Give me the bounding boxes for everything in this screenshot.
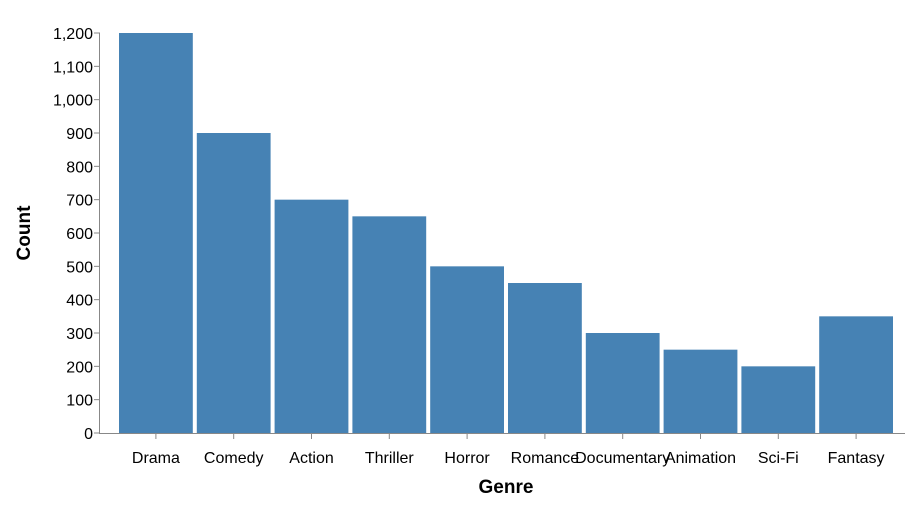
bar-fantasy: [819, 316, 893, 433]
bar-horror: [430, 266, 504, 433]
y-tick-label: 200: [66, 359, 93, 376]
bar-drama: [119, 33, 193, 433]
y-tick-label: 300: [66, 326, 93, 343]
x-tick-label: Sci-Fi: [758, 450, 799, 467]
x-axis: Drama Comedy Action Thriller Horror RomanceDo…: [99, 433, 905, 467]
bar-romance: [508, 283, 582, 433]
bar-comedy: [196, 133, 271, 433]
x-tick-label: Thriller: [365, 450, 415, 467]
bar-animation: [663, 349, 738, 433]
y-tick-label: 100: [66, 393, 93, 410]
y-tick-label: 900: [66, 126, 93, 143]
y-tick-label: 1,100: [53, 59, 93, 76]
x-tick-label: Documentary: [575, 450, 670, 467]
y-tick-label: 0: [84, 426, 93, 443]
bars-group: [119, 33, 893, 433]
y-tick-label: 800: [66, 159, 93, 176]
y-tick-label: 700: [66, 193, 93, 210]
x-tick-label: Drama: [132, 450, 180, 467]
bar-sci-fi: [741, 366, 816, 433]
bar-documentary: [585, 333, 660, 433]
y-tick-label: 500: [66, 259, 93, 276]
x-tick-label: Action: [289, 450, 333, 467]
x-tick-label: Fantasy: [828, 450, 885, 467]
x-tick-label: Horror: [444, 450, 490, 467]
bar-action: [274, 199, 349, 433]
y-axis-title: Count: [14, 205, 35, 261]
y-tick-label: 1,200: [53, 26, 93, 43]
y-tick-label: 400: [66, 293, 93, 310]
x-tick-label: Romance: [511, 450, 580, 467]
bar-thriller: [352, 216, 427, 433]
y-axis: 0 100 200 300 400 500 600 700 800 900 1,000 1,100 1,…: [53, 26, 100, 443]
x-axis-title: Genre: [479, 477, 534, 498]
x-tick-label: Animation: [665, 450, 736, 467]
y-tick-label: 600: [66, 226, 93, 243]
y-tick-label: 1,000: [53, 93, 93, 110]
x-tick-label: Comedy: [204, 450, 264, 467]
